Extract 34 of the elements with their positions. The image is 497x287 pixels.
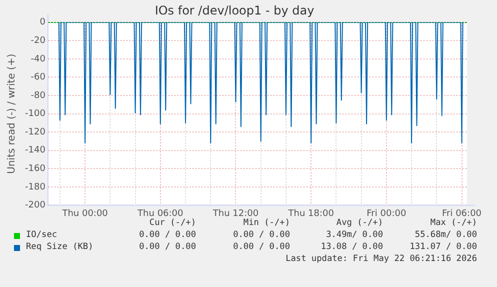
y-tick-label: -80	[30, 90, 46, 101]
x-tick-label: Thu 06:00	[136, 208, 184, 219]
legend-label: Req Size (KB)	[26, 242, 94, 252]
legend-label: IO/sec	[26, 230, 58, 240]
text: Cur (-/+)	[149, 218, 196, 228]
y-tick-label: -100	[24, 109, 46, 120]
x-tick-label: Fri 06:00	[442, 208, 482, 219]
y-tick-label: -40	[30, 54, 46, 64]
x-tick-label: Thu 00:00	[61, 208, 108, 219]
text: Last update: Fri May 22 06:21:16 2026	[286, 254, 477, 264]
chart-title: IOs for /dev/loop1 - by day	[154, 3, 314, 18]
text: Min (-/+)	[243, 218, 290, 228]
text: Avg (-/+)	[336, 218, 383, 228]
y-tick-label: -160	[24, 164, 46, 174]
text: 0.00 / 0.00	[139, 242, 196, 252]
text: Max (-/+)	[430, 218, 477, 228]
text: 13.08 / 0.00	[320, 242, 383, 252]
text: 0.00 / 0.00	[233, 242, 290, 252]
y-tick-label: -200	[24, 200, 46, 211]
text: 131.07 / 0.00	[410, 242, 477, 252]
y-tick-label: 0	[40, 18, 46, 28]
y-tick-label: -120	[24, 127, 46, 138]
y-tick-label: -140	[24, 146, 46, 156]
y-tick-label: -20	[30, 36, 46, 46]
y-axis-title: Units read (-) / write (+)	[6, 54, 18, 174]
x-tick-label: Thu 18:00	[287, 208, 334, 219]
text: 0.00 / 0.00	[139, 230, 196, 240]
x-tick-label: Thu 12:00	[212, 208, 259, 219]
text: 0.00 / 0.00	[233, 230, 290, 240]
text: 3.49m/ 0.00	[326, 230, 383, 240]
text: 55.68m/ 0.00	[414, 230, 477, 240]
y-tick-label: -180	[24, 182, 46, 192]
x-tick-label: Fri 00:00	[366, 208, 406, 219]
y-tick-label: -60	[30, 72, 46, 83]
